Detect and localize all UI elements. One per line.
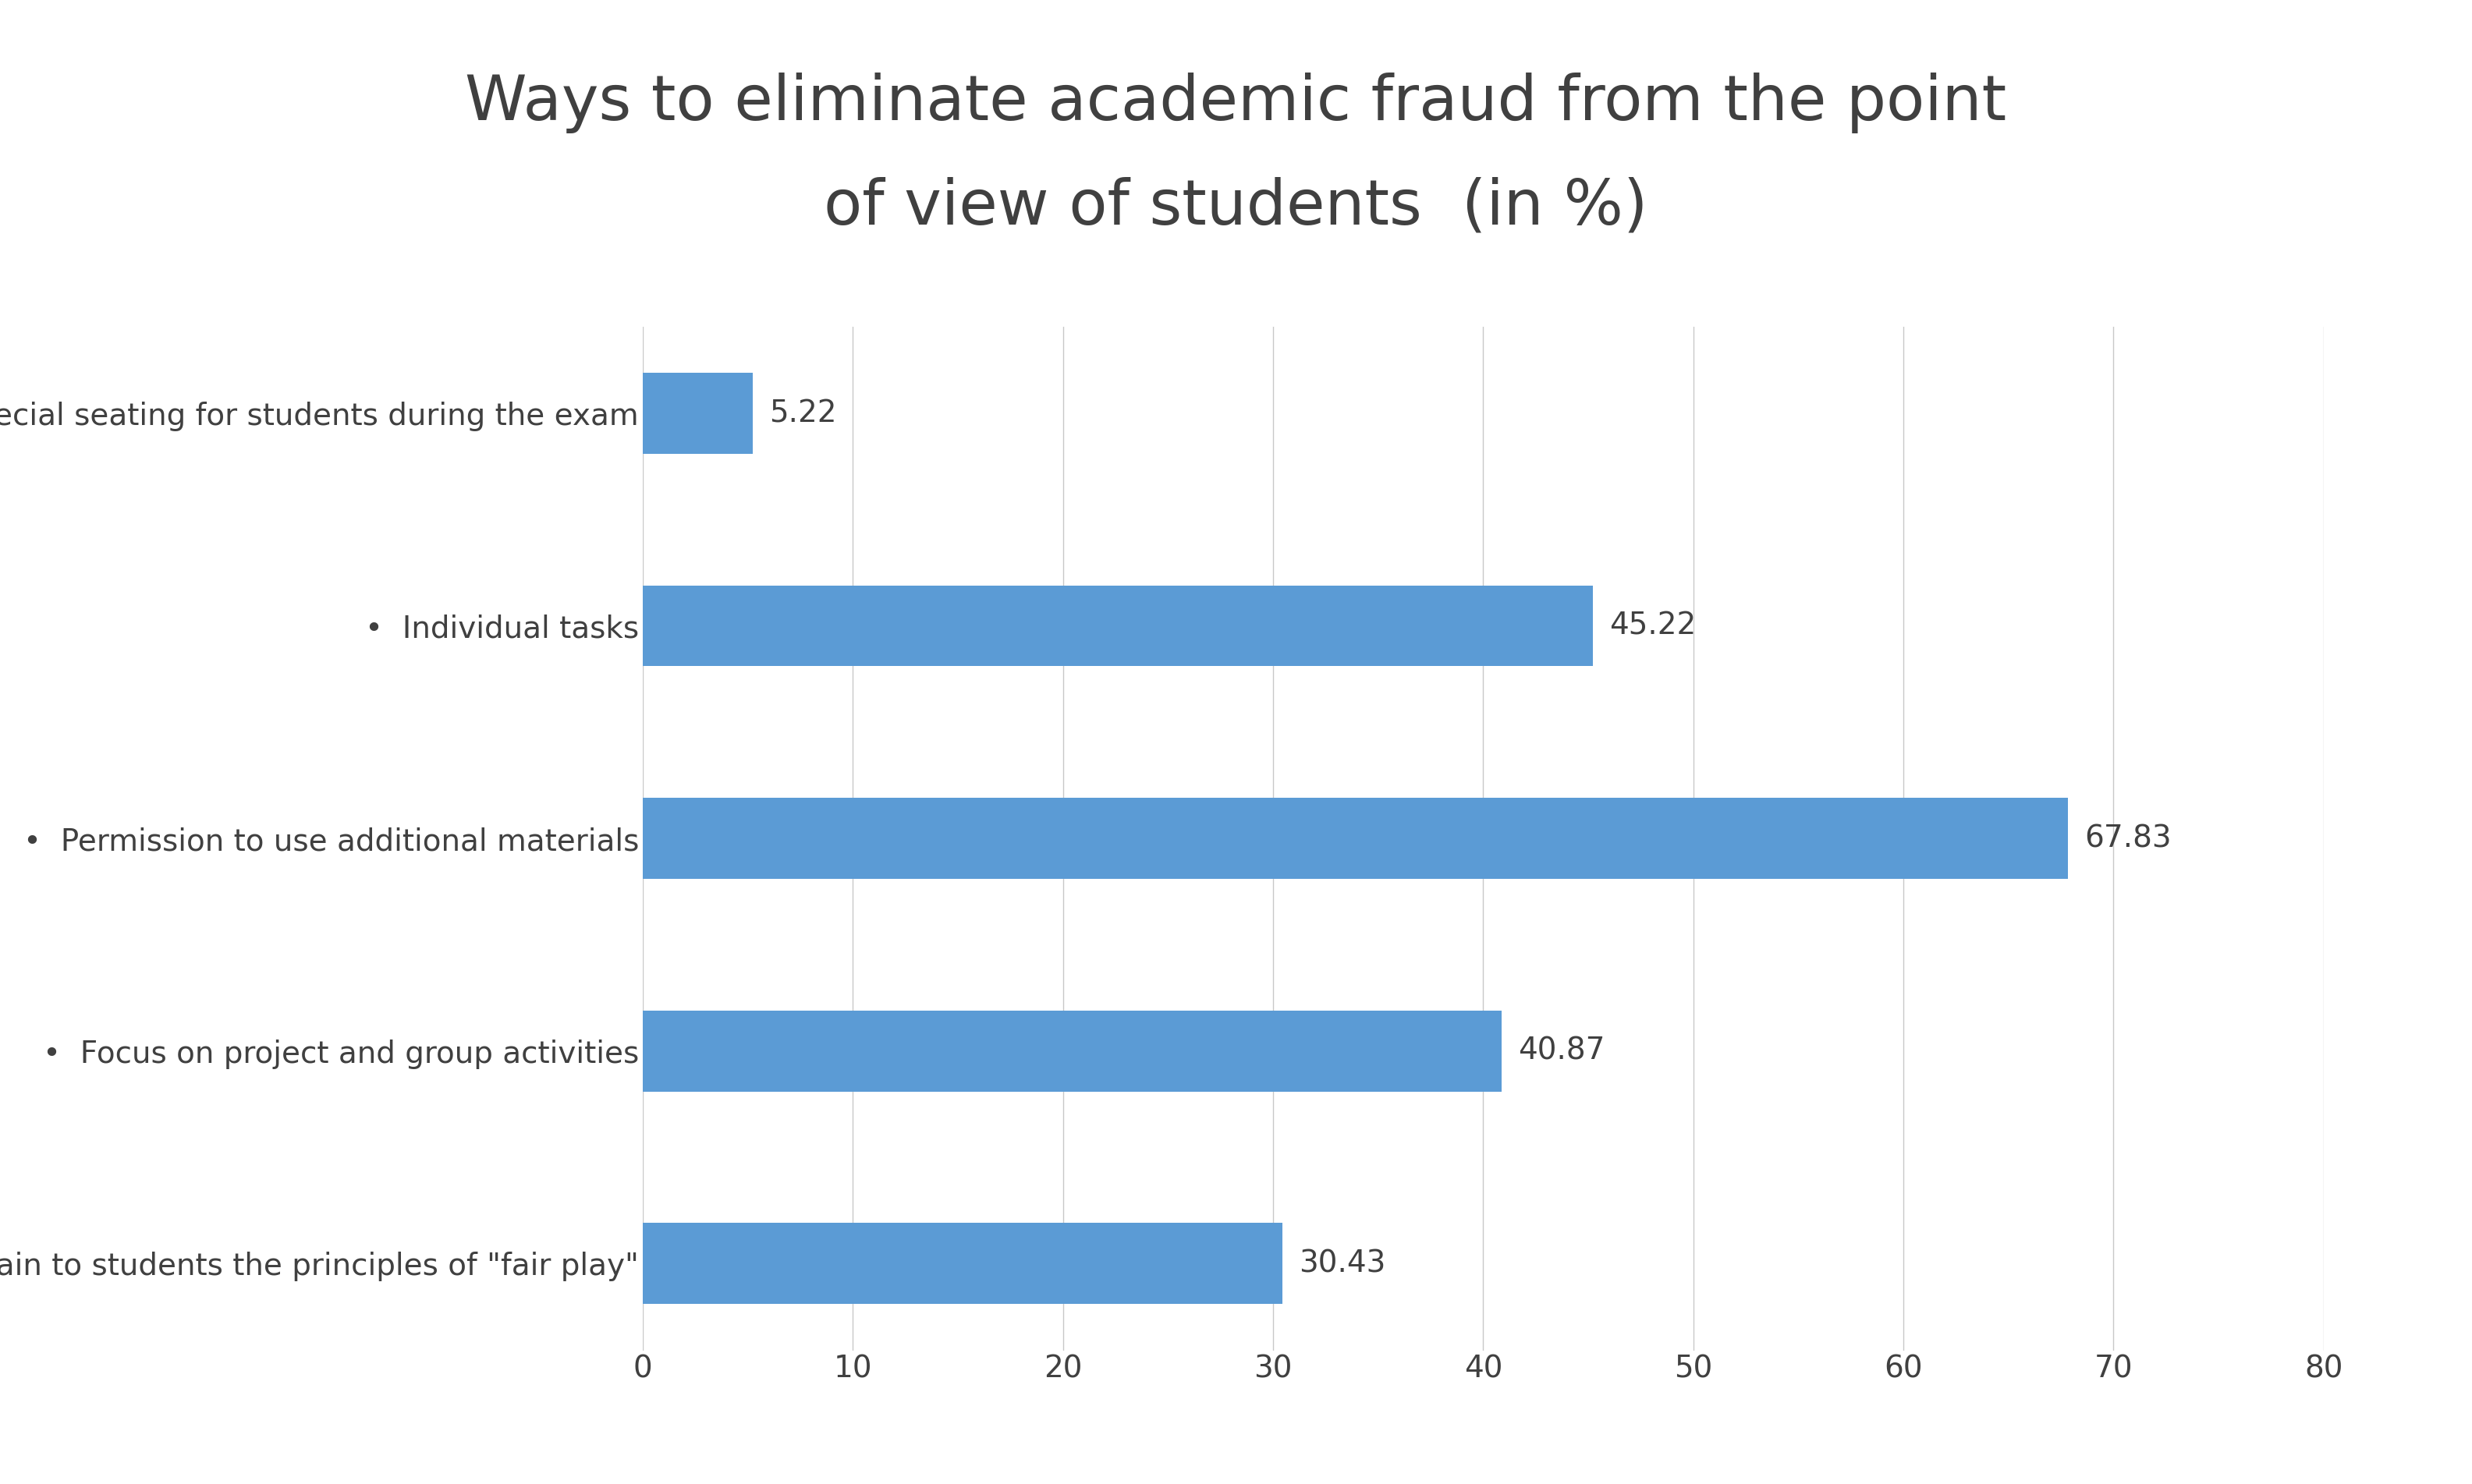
Bar [643,372,751,454]
Bar [643,1011,1501,1091]
Text: 40.87: 40.87 [1518,1036,1604,1066]
Text: 30.43: 30.43 [1298,1248,1387,1278]
Bar [643,1223,1283,1304]
Text: 5.22: 5.22 [769,399,836,429]
Text: of view of students  (in %): of view of students (in %) [823,177,1649,237]
Text: 45.22: 45.22 [1609,611,1696,641]
Bar [643,586,1592,666]
Text: 67.83: 67.83 [2084,824,2173,853]
Text: Ways to eliminate academic fraud from the point: Ways to eliminate academic fraud from th… [465,73,2007,134]
Bar [643,798,2069,879]
